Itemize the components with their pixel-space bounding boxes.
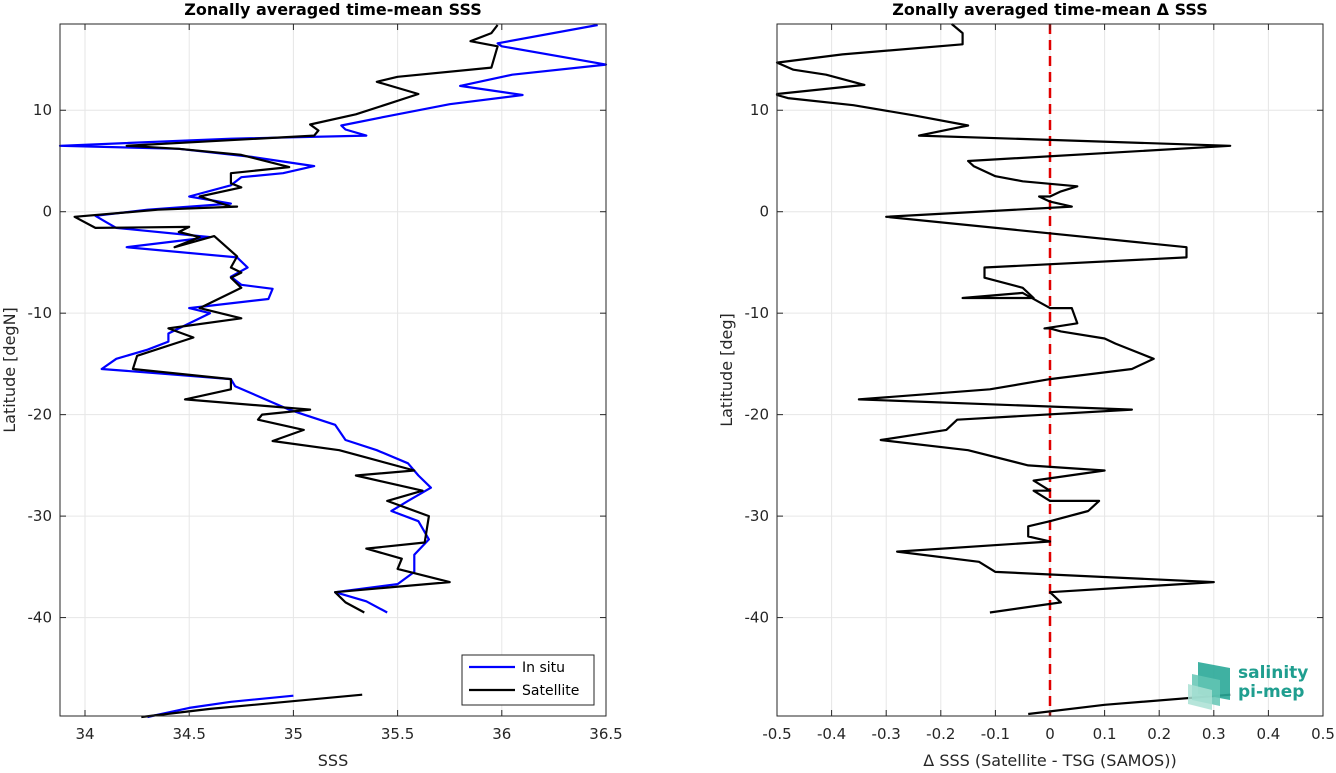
x-tick-label: -0.1 (981, 725, 1010, 743)
x-tick-label: 0.5 (1311, 725, 1335, 743)
x-tick-label: -0.5 (762, 725, 791, 743)
legend: In situ Satellite (461, 654, 595, 706)
x-tick-label: 34 (75, 725, 94, 743)
y-tick-label: 10 (33, 101, 52, 119)
logo-text-salinity: salinity (1238, 663, 1308, 683)
x-tick-label: -0.4 (817, 725, 846, 743)
x-axis-label: SSS (318, 751, 348, 769)
legend-label-in-situ: In situ (522, 660, 565, 676)
x-axis-label: Δ SSS (Satellite - TSG (SAMOS)) (923, 751, 1176, 769)
y-tick-label: -20 (28, 406, 53, 424)
chart-title: Zonally averaged time-mean SSS (184, 0, 482, 19)
legend-box (461, 654, 595, 706)
logo-mark-front (1188, 684, 1212, 710)
x-tick-label: 0.1 (1093, 725, 1117, 743)
y-axis-label: Latitude [deg] (717, 313, 736, 427)
x-tick-label: 36 (492, 725, 511, 743)
y-tick-label: -20 (745, 406, 770, 424)
legend-label-satellite: Satellite (522, 683, 579, 699)
x-tick-label: 36.5 (589, 725, 622, 743)
series-line-satellite (141, 693, 363, 719)
y-tick-label: -30 (745, 507, 770, 525)
x-tick-label: -0.3 (872, 725, 901, 743)
y-axis-label: Latitude [degN] (0, 307, 19, 433)
x-tick-label: 35.5 (381, 725, 414, 743)
y-tick-label: -40 (28, 609, 53, 627)
y-tick-label: -10 (745, 304, 770, 322)
chart-title: Zonally averaged time-mean Δ SSS (892, 0, 1208, 19)
y-tick-label: -40 (745, 609, 770, 627)
y-tick-label: -30 (28, 507, 53, 525)
series-line-in-situ (147, 694, 294, 719)
x-tick-label: -0.2 (926, 725, 955, 743)
x-tick-label: 0.3 (1202, 725, 1226, 743)
logo-text-pi-mep: pi-mep (1238, 682, 1304, 702)
series-line-in-situ (58, 23, 608, 614)
y-tick-label: 0 (759, 203, 769, 221)
y-tick-label: 0 (42, 203, 52, 221)
salinity-pi-mep-logo: salinity pi-mep (1188, 662, 1308, 710)
axes-box (59, 23, 607, 717)
y-tick-label: -10 (28, 304, 53, 322)
y-tick-label: 10 (750, 101, 769, 119)
series-line-delta (775, 23, 1232, 614)
series-line-satellite (73, 24, 499, 614)
left-panel: 34 34.5 35 35.5 36 36.5 10 0 -10 -20 -30 -40 Zonally… (0, 0, 623, 770)
right-panel: -0.5 -0.4 -0.3 -0.2 -0.1 0 0.1 0.2 0.3 0.4 0.5 10 0 -… (717, 0, 1335, 770)
x-tick-label: 0 (1045, 725, 1055, 743)
x-tick-label: 35 (284, 725, 303, 743)
x-tick-label: 34.5 (173, 725, 206, 743)
x-tick-label: 0.2 (1147, 725, 1171, 743)
x-tick-label: 0.4 (1256, 725, 1280, 743)
